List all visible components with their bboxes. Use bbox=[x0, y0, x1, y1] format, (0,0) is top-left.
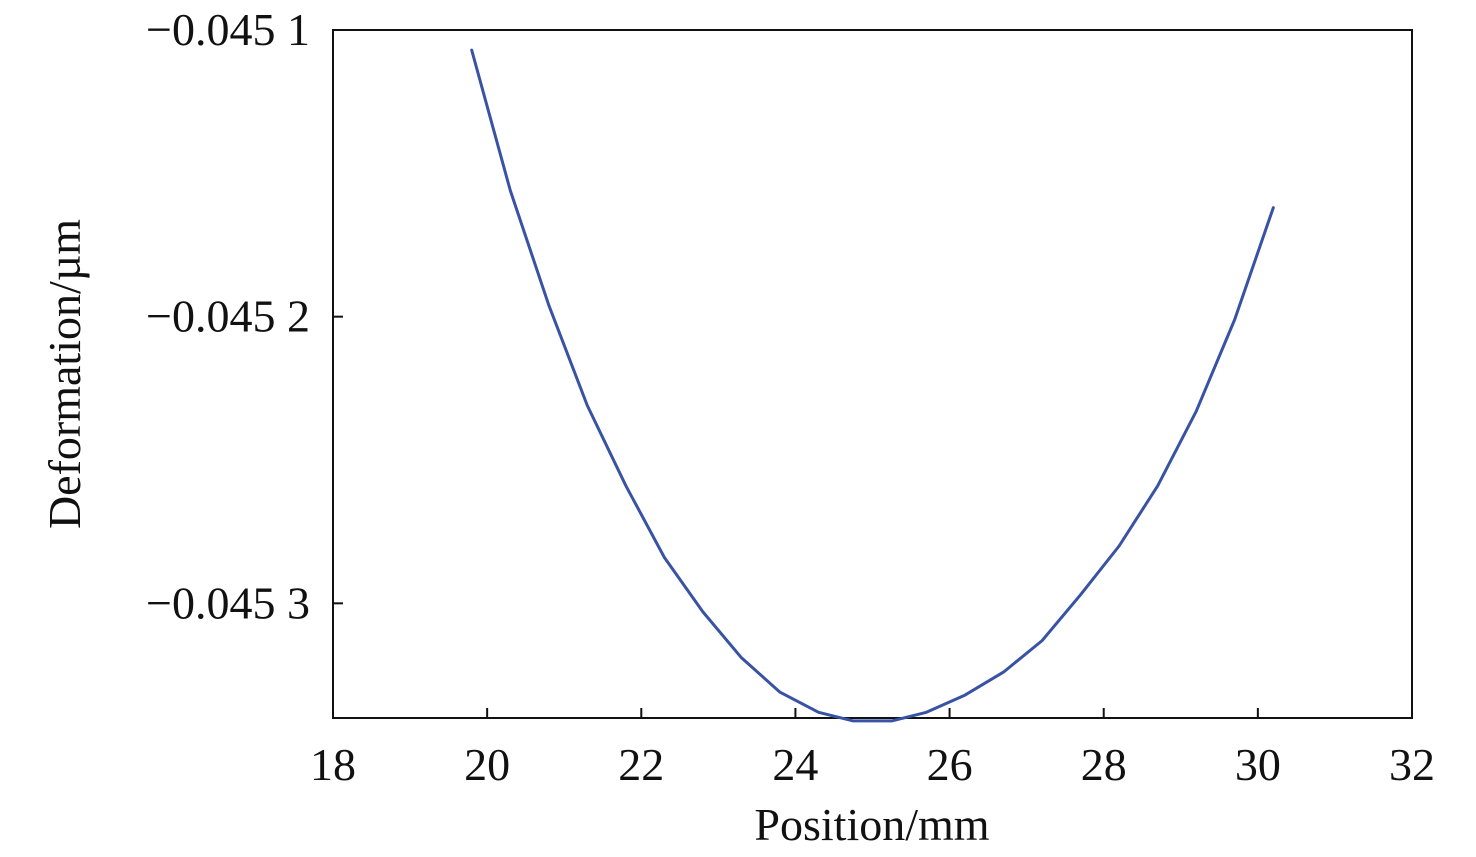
x-axis-title: Position/mm bbox=[754, 799, 989, 850]
y-tick-label: −0.045 2 bbox=[146, 291, 310, 342]
x-tick-label: 28 bbox=[1081, 739, 1127, 790]
x-tick-label: 22 bbox=[618, 739, 664, 790]
x-tick-label: 20 bbox=[464, 739, 510, 790]
x-tick-label: 18 bbox=[310, 739, 356, 790]
x-tick-label: 26 bbox=[927, 739, 973, 790]
plot-area-frame bbox=[332, 29, 1413, 719]
x-tick-label: 32 bbox=[1389, 739, 1435, 790]
x-tick-label: 30 bbox=[1235, 739, 1281, 790]
x-axis: 18 20 22 24 26 28 30 32 bbox=[310, 708, 1435, 790]
y-axis-title: Deformation/µm bbox=[39, 219, 90, 529]
series-line bbox=[470, 48, 1275, 723]
y-tick-label: −0.045 1 bbox=[146, 4, 310, 55]
y-tick-label: −0.045 3 bbox=[146, 577, 310, 628]
x-tick-label: 24 bbox=[772, 739, 818, 790]
y-axis: −0.045 1 −0.045 2 −0.045 3 bbox=[146, 4, 343, 628]
